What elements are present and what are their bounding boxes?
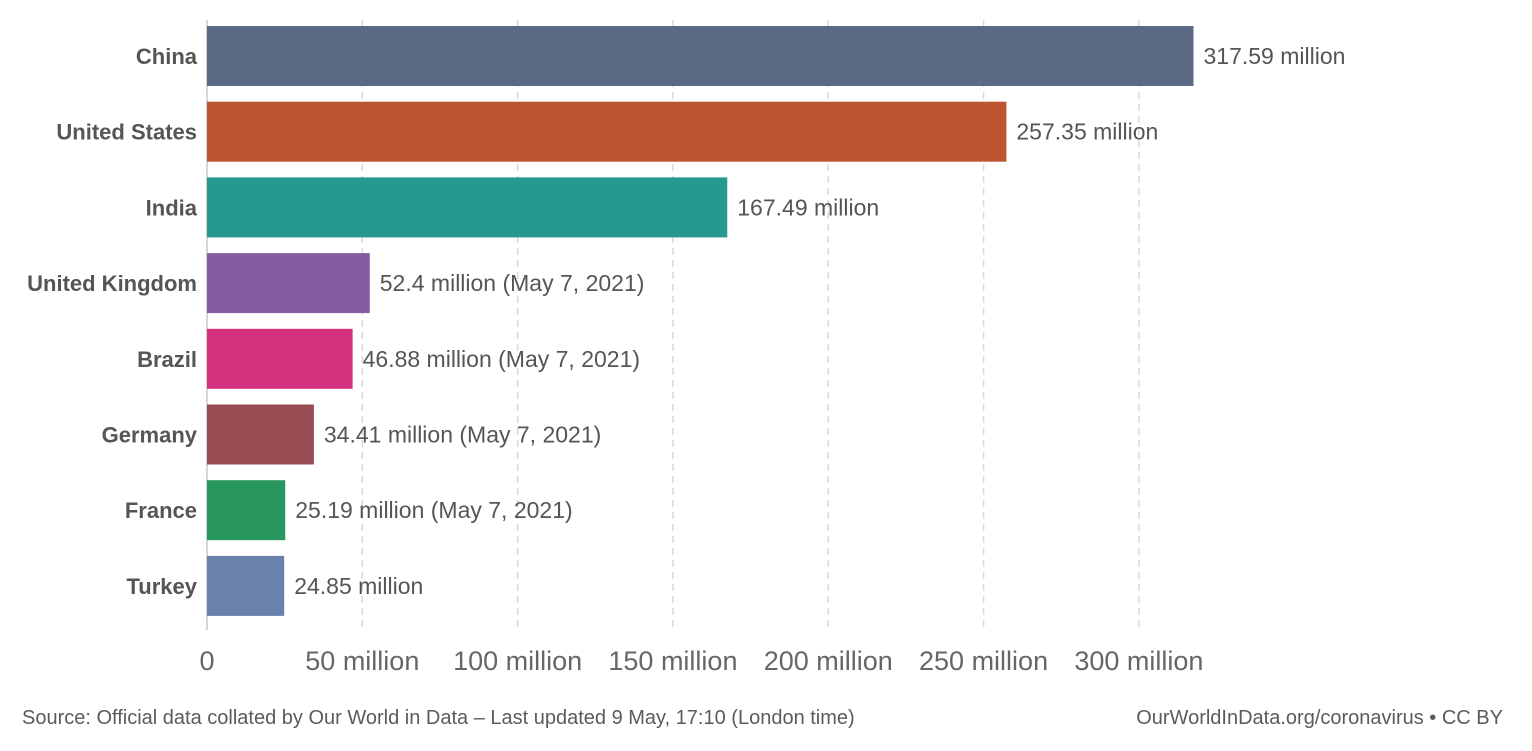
category-label-united-kingdom: United Kingdom [27,271,197,296]
value-label-united-kingdom: 52.4 million (May 7, 2021) [380,270,645,296]
x-tick-label: 150 million [608,646,737,676]
category-label-united-states: United States [56,120,197,145]
bars [207,26,1194,616]
category-label-turkey: Turkey [126,574,197,599]
value-labels: 317.59 million 257.35 million 167.49 milli… [294,43,1345,599]
value-label-brazil: 46.88 million (May 7, 2021) [363,346,640,372]
bar-united-states [207,101,1007,162]
x-tick-label: 0 [199,646,214,676]
x-tick-label: 200 million [764,646,893,676]
value-label-china: 317.59 million [1204,43,1346,69]
x-tick-label: 100 million [453,646,582,676]
value-label-france: 25.19 million (May 7, 2021) [295,497,572,523]
bar-chart: China United States India United Kingdom Bra… [27,20,1345,676]
bar-france [207,480,286,541]
value-label-germany: 34.41 million (May 7, 2021) [324,422,601,448]
bar-germany [207,404,314,465]
bar-brazil [207,328,353,389]
value-label-india: 167.49 million [737,194,879,220]
category-label-germany: Germany [102,423,198,448]
x-axis-tick-labels: 0 50 million 100 million 150 million 200 mil… [199,646,1203,676]
value-label-united-states: 257.35 million [1016,119,1158,145]
x-tick-label: 300 million [1074,646,1203,676]
x-tick-label: 250 million [919,646,1048,676]
source-link[interactable]: OurWorldInData.org/coronavirus • CC BY [1136,706,1503,729]
x-tick-label: 50 million [305,646,419,676]
footer: Source: Official data collated by Our Wo… [22,704,1503,732]
bar-china [207,26,1194,86]
category-label-china: China [136,44,198,69]
bar-turkey [207,555,285,616]
category-label-brazil: Brazil [137,347,197,372]
bar-united-kingdom [207,253,370,314]
bar-india [207,177,728,238]
category-labels: China United States India United Kingdom Bra… [27,44,198,599]
source-note[interactable]: Source: Official data collated by Our Wo… [22,706,855,729]
category-label-france: France [125,498,197,523]
category-label-india: India [146,195,198,220]
value-label-turkey: 24.85 million [294,573,423,599]
